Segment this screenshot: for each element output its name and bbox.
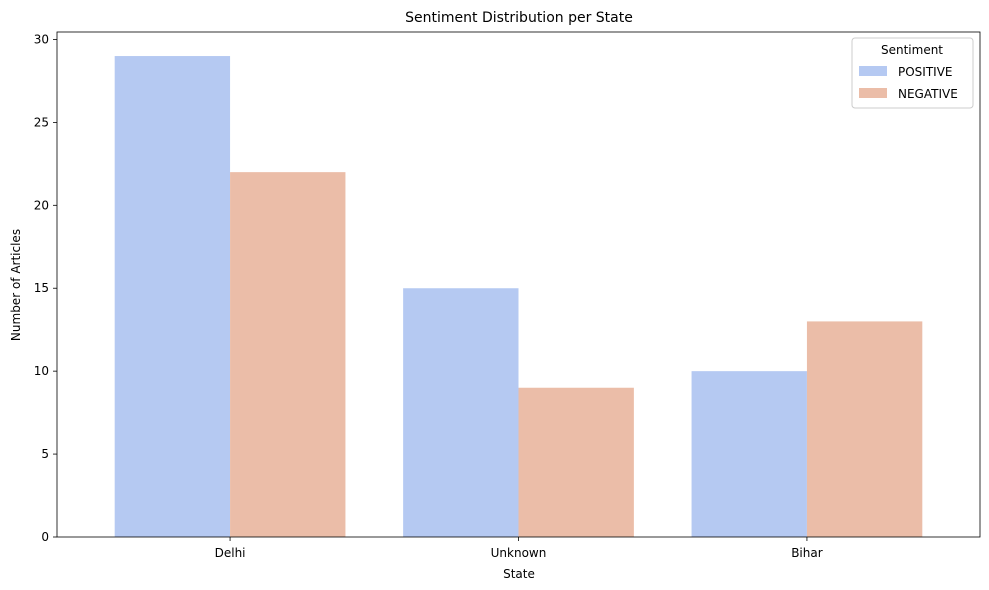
y-tick-label: 5 xyxy=(41,447,49,461)
legend: Sentiment POSITIVE NEGATIVE xyxy=(851,37,974,109)
legend-title: Sentiment xyxy=(881,43,943,57)
x-tick-label: Delhi xyxy=(215,546,246,560)
x-axis-label: State xyxy=(503,567,535,581)
bar-positive-unknown xyxy=(403,288,519,537)
legend-label-negative: NEGATIVE xyxy=(898,87,958,101)
legend-label-positive: POSITIVE xyxy=(898,65,953,79)
y-tick-label: 0 xyxy=(41,530,49,544)
bar-negative-delhi xyxy=(230,172,346,537)
bar-positive-delhi xyxy=(114,56,231,538)
bar-negative-unknown xyxy=(518,387,634,537)
x-tick-label: Bihar xyxy=(791,546,823,560)
y-tick-label: 15 xyxy=(34,281,49,295)
y-axis-label: Number of Articles xyxy=(9,229,23,341)
bars-group xyxy=(114,56,923,538)
y-tick-label: 20 xyxy=(34,198,49,212)
chart-title: Sentiment Distribution per State xyxy=(405,10,633,26)
bar-negative-bihar xyxy=(806,321,923,537)
y-tick-label: 10 xyxy=(34,364,49,378)
plot-frame xyxy=(56,31,981,538)
legend-swatch-positive xyxy=(859,66,887,76)
x-tick-label: Unknown xyxy=(491,546,547,560)
bar-positive-bihar xyxy=(691,371,807,537)
x-ticks: Delhi Unknown Bihar xyxy=(215,537,823,560)
legend-swatch-negative xyxy=(859,88,887,98)
y-ticks: 0 5 10 15 20 25 30 xyxy=(34,32,57,544)
y-tick-label: 25 xyxy=(34,115,49,129)
y-tick-label: 30 xyxy=(34,32,49,46)
